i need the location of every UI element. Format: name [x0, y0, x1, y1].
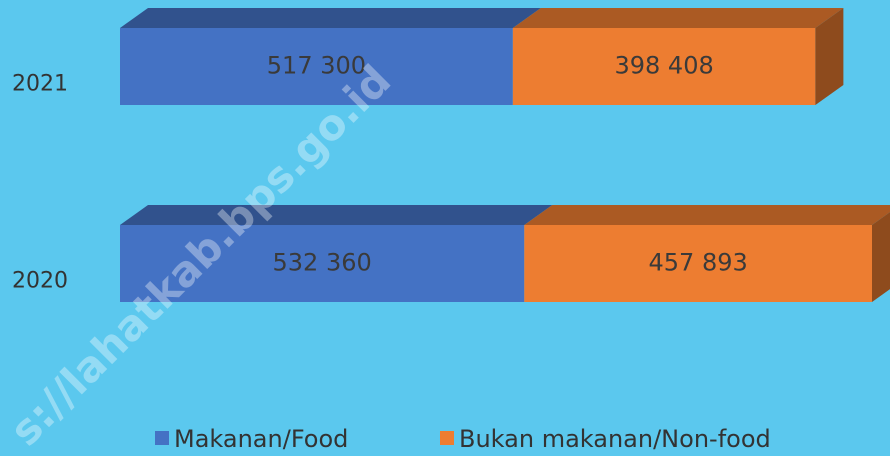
value-label: 398 408	[614, 52, 713, 80]
bar-segment	[120, 205, 553, 302]
legend-label: Makanan/Food	[174, 425, 348, 453]
legend-label: Bukan makanan/Non-food	[459, 425, 771, 453]
bar-side	[815, 8, 844, 105]
value-label: 457 893	[649, 249, 748, 277]
category-label: 2020	[12, 269, 68, 294]
bar-segment	[120, 8, 541, 105]
bar-front	[120, 225, 525, 302]
bar-top	[512, 8, 844, 28]
bar-front	[524, 225, 872, 302]
value-label: 517 300	[267, 52, 366, 80]
bar-front	[120, 28, 513, 105]
bar-front	[512, 28, 816, 105]
bar-side	[872, 212, 890, 302]
bar-segment	[512, 8, 844, 105]
category-label: 2021	[12, 72, 68, 97]
value-label: 532 360	[273, 249, 372, 277]
bar-segment	[524, 205, 890, 302]
bar-top	[120, 205, 553, 225]
legend-swatch	[155, 431, 169, 445]
bar-top	[120, 8, 541, 28]
bar-top	[524, 205, 890, 225]
legend-swatch	[440, 431, 454, 445]
